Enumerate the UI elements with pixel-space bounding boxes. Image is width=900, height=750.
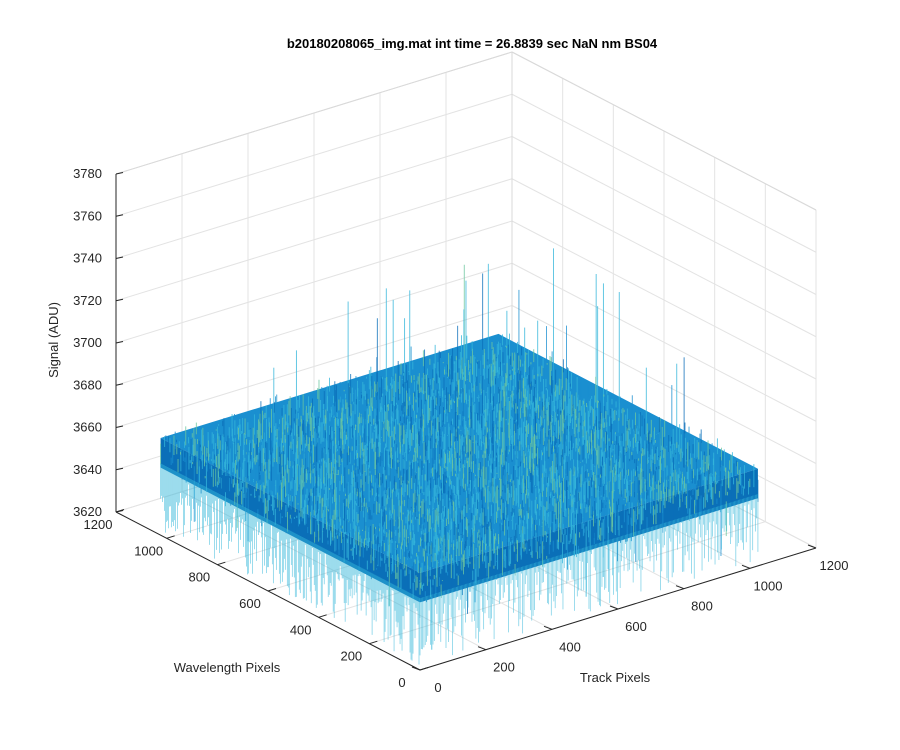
y-tick-label: 800 [188, 570, 210, 585]
z-tick-label: 3700 [73, 335, 102, 350]
z-tick-label: 3760 [73, 208, 102, 223]
grid-line-z-back [115, 220, 513, 344]
grid-line-z-back [115, 262, 513, 386]
x-tick-label: 400 [559, 639, 581, 654]
grid-line-z-right [511, 136, 817, 295]
x-tick-label: 200 [493, 660, 515, 675]
x-tick-label: 0 [434, 680, 441, 695]
y-tick-mark [419, 667, 429, 671]
z-tick-mark [115, 425, 124, 428]
x-tick-label: 1000 [754, 578, 783, 593]
y-tick-mark [369, 640, 378, 645]
surface-mesh [160, 248, 759, 665]
z-axis-label: Signal (ADU) [46, 302, 61, 378]
box-edge [115, 51, 513, 175]
y-axis-label: Wavelength Pixels [174, 660, 281, 675]
grid-line-z-right [511, 262, 817, 422]
z-tick-label: 3660 [73, 420, 102, 435]
z-tick-label: 3620 [73, 504, 102, 519]
x-tick-mark [741, 564, 751, 569]
y-tick-mark [115, 509, 125, 513]
grid-line-z-right [511, 305, 817, 464]
x-tick-mark [675, 585, 685, 590]
grid-line-z-back [115, 178, 513, 302]
y-tick-mark [318, 614, 327, 618]
grid-line-z-back [115, 136, 513, 259]
z-tick-label: 3780 [73, 166, 102, 181]
x-tick-mark [543, 625, 553, 630]
x-tick-mark [477, 646, 487, 651]
x-tick-label: 800 [691, 599, 713, 614]
z-tick-mark [115, 341, 124, 344]
z-tick-mark [115, 172, 124, 175]
y-tick-label: 200 [340, 649, 362, 664]
z-tick-label: 3720 [73, 293, 102, 308]
y-tick-label: 600 [239, 596, 261, 611]
x-tick-labels: 0 200 400 600 800 1000 1200 [411, 544, 849, 695]
y-tick-label: 0 [398, 675, 405, 690]
grid-line-z-back [115, 93, 513, 217]
z-tick-mark [115, 467, 124, 471]
z-tick-label: 3680 [73, 377, 102, 392]
grid-line-z-right [511, 178, 817, 338]
y-tick-mark [166, 535, 175, 539]
z-tick-mark [115, 298, 124, 302]
x-tick-label: 1200 [820, 558, 849, 573]
grid-line-z-right [511, 93, 817, 253]
grid-line-z-right [511, 220, 817, 380]
y-tick-mark [267, 588, 277, 592]
box-edge [511, 51, 817, 211]
x-tick-mark [609, 605, 619, 610]
grid-line-z-back [115, 305, 513, 428]
y-tick-label: 1200 [84, 517, 113, 532]
z-tick-mark [115, 214, 124, 217]
x-tick-mark [411, 666, 421, 671]
z-tick-mark [115, 383, 124, 386]
grid-line-y-floor [369, 521, 766, 645]
z-tick-mark [115, 256, 124, 259]
y-tick-mark [217, 561, 226, 566]
y-tick-labels: 0 200 400 600 800 1000 1200 [84, 509, 429, 690]
x-tick-mark [807, 544, 817, 549]
y-tick-label: 400 [290, 622, 312, 637]
x-tick-label: 600 [625, 619, 647, 634]
y-tick-label: 1000 [134, 543, 163, 558]
z-tick-label: 3640 [73, 462, 102, 477]
chart-title: b20180208065_img.mat int time = 26.8839 … [287, 36, 658, 51]
x-axis-label: Track Pixels [580, 670, 651, 685]
z-tick-labels: 3620 3640 3660 3680 3700 3720 3740 3760 3780 [73, 166, 124, 519]
z-tick-label: 3740 [73, 251, 102, 266]
